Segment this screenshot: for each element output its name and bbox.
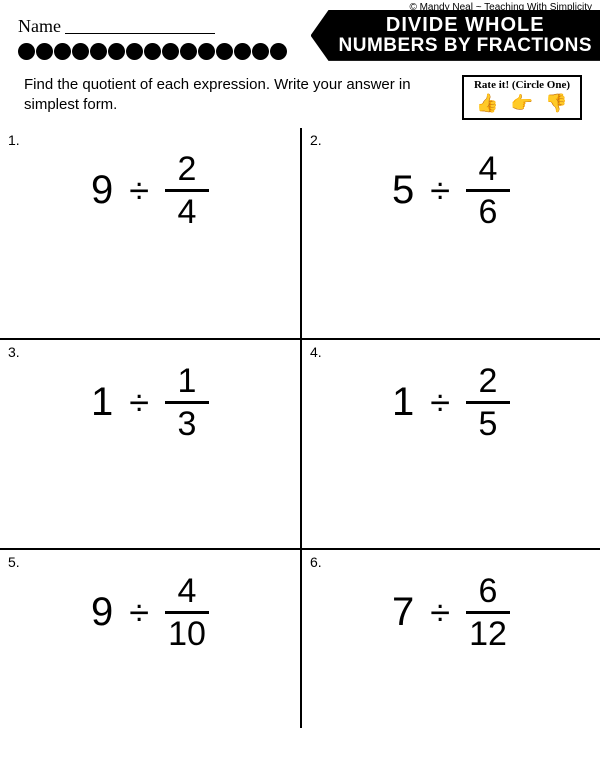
rate-label: Rate it! (Circle One) — [470, 79, 574, 91]
fraction: 6 12 — [466, 574, 510, 651]
dot-icon — [216, 43, 233, 60]
expression: 9 ÷ 2 4 — [10, 152, 290, 229]
fraction: 4 6 — [466, 152, 510, 229]
problem-cell-4: 4. 1 ÷ 2 5 — [300, 340, 600, 548]
whole-number: 9 — [91, 168, 113, 213]
dot-icon — [36, 43, 53, 60]
problem-number: 4. — [310, 344, 322, 360]
divide-symbol: ÷ — [129, 592, 149, 634]
numerator: 2 — [479, 364, 498, 398]
thumbs-up-icon[interactable]: 👍 — [476, 93, 498, 114]
name-label: Name — [18, 16, 61, 37]
problems-grid: 1. 9 ÷ 2 4 2. 5 ÷ 4 6 — [0, 128, 600, 728]
problem-cell-5: 5. 9 ÷ 4 10 — [0, 550, 300, 728]
fraction: 4 10 — [165, 574, 209, 651]
problem-number: 5. — [8, 554, 20, 570]
dot-icon — [270, 43, 287, 60]
fraction-bar — [165, 401, 209, 404]
fraction-bar — [165, 611, 209, 614]
fraction-bar — [466, 611, 510, 614]
whole-number: 9 — [91, 590, 113, 635]
fraction: 1 3 — [165, 364, 209, 441]
header: Name DIVIDE WHOLE NUMBERS BY FRACTIONS — [0, 0, 600, 37]
expression: 7 ÷ 6 12 — [312, 574, 590, 651]
title-line-1: DIVIDE WHOLE — [339, 14, 593, 36]
divide-symbol: ÷ — [430, 592, 450, 634]
dot-icon — [72, 43, 89, 60]
dot-icon — [90, 43, 107, 60]
problem-cell-3: 3. 1 ÷ 1 3 — [0, 340, 300, 548]
problem-number: 1. — [8, 132, 20, 148]
dot-icon — [180, 43, 197, 60]
problem-number: 3. — [8, 344, 20, 360]
dot-icon — [108, 43, 125, 60]
problem-cell-6: 6. 7 ÷ 6 12 — [300, 550, 600, 728]
numerator: 1 — [178, 364, 197, 398]
divide-symbol: ÷ — [430, 382, 450, 424]
thumbs-side-icon[interactable]: 👉 — [511, 93, 533, 114]
dot-icon — [54, 43, 71, 60]
title-banner: DIVIDE WHOLE NUMBERS BY FRACTIONS — [311, 10, 600, 61]
fraction: 2 4 — [165, 152, 209, 229]
numerator: 2 — [178, 152, 197, 186]
dot-icon — [126, 43, 143, 60]
denominator: 4 — [178, 195, 197, 229]
divide-symbol: ÷ — [129, 382, 149, 424]
expression: 1 ÷ 2 5 — [312, 364, 590, 441]
dot-icon — [162, 43, 179, 60]
dot-icon — [198, 43, 215, 60]
numerator: 6 — [479, 574, 498, 608]
fraction-bar — [466, 189, 510, 192]
denominator: 5 — [479, 407, 498, 441]
expression: 5 ÷ 4 6 — [312, 152, 590, 229]
fraction-bar — [466, 401, 510, 404]
numerator: 4 — [178, 574, 197, 608]
rate-options: 👍 👉 👎 — [470, 93, 574, 114]
problem-cell-1: 1. 9 ÷ 2 4 — [0, 128, 300, 338]
expression: 1 ÷ 1 3 — [10, 364, 290, 441]
instructions-row: Find the quotient of each expression. Wr… — [0, 65, 600, 128]
instructions-text: Find the quotient of each expression. Wr… — [24, 75, 450, 114]
denominator: 12 — [469, 617, 507, 651]
whole-number: 1 — [91, 380, 113, 425]
dot-icon — [18, 43, 35, 60]
denominator: 6 — [479, 195, 498, 229]
expression: 9 ÷ 4 10 — [10, 574, 290, 651]
problem-number: 6. — [310, 554, 322, 570]
whole-number: 7 — [392, 590, 414, 635]
dot-icon — [234, 43, 251, 60]
dot-icon — [252, 43, 269, 60]
divide-symbol: ÷ — [430, 170, 450, 212]
title-line-2: NUMBERS BY FRACTIONS — [339, 36, 593, 57]
denominator: 10 — [168, 617, 206, 651]
thumbs-down-icon[interactable]: 👎 — [545, 93, 567, 114]
problem-cell-2: 2. 5 ÷ 4 6 — [300, 128, 600, 338]
fraction: 2 5 — [466, 364, 510, 441]
whole-number: 1 — [392, 380, 414, 425]
fraction-bar — [165, 189, 209, 192]
dot-icon — [144, 43, 161, 60]
rate-it-box: Rate it! (Circle One) 👍 👉 👎 — [462, 75, 582, 120]
name-input-line[interactable] — [65, 16, 215, 34]
whole-number: 5 — [392, 168, 414, 213]
problem-number: 2. — [310, 132, 322, 148]
denominator: 3 — [178, 407, 197, 441]
numerator: 4 — [479, 152, 498, 186]
divide-symbol: ÷ — [129, 170, 149, 212]
